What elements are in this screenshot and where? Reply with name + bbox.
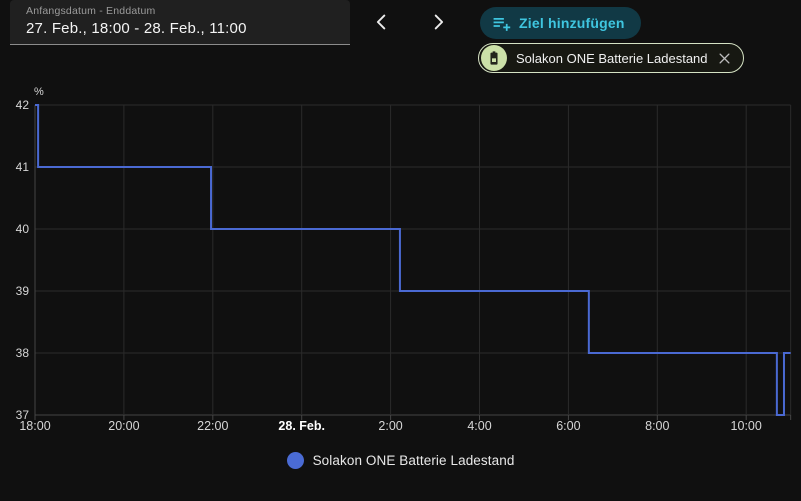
y-tick-label: 42	[16, 98, 30, 112]
legend-dot	[286, 451, 304, 469]
date-range-label: Anfangsdatum - Enddatum	[26, 5, 156, 17]
history-chart[interactable]: 42 41 40 39 38 37% 18:00 20:00 22:00 28. Feb. 2:00…	[0, 84, 801, 444]
entity-chip[interactable]: Solakon ONE Batterie Ladestand	[478, 43, 744, 73]
y-tick-label: 38	[16, 346, 30, 360]
x-tick-label: 6:00	[556, 419, 580, 433]
x-tick-label: 2:00	[378, 419, 402, 433]
chevron-left-icon	[371, 11, 393, 36]
chip-close-button[interactable]	[716, 49, 734, 67]
x-tick-label: 28. Feb.	[278, 419, 325, 433]
y-tick-label: 37	[16, 408, 30, 422]
y-axis-unit-label: %	[34, 86, 44, 98]
x-tick-label: 4:00	[467, 419, 491, 433]
date-range-value: 27. Feb., 18:00 - 28. Feb., 11:00	[26, 20, 247, 37]
x-tick-label: 18:00	[19, 419, 50, 433]
close-icon	[717, 51, 732, 66]
battery-icon	[481, 45, 507, 71]
previous-period-button[interactable]	[369, 10, 395, 36]
add-goal-label: Ziel hinzufügen	[519, 15, 625, 31]
next-period-button[interactable]	[425, 10, 451, 36]
x-tick-label: 22:00	[197, 419, 228, 433]
x-tick-label: 8:00	[645, 419, 669, 433]
chart-legend: Solakon ONE Batterie Ladestand	[0, 449, 801, 471]
playlist-plus-icon	[492, 14, 511, 33]
series-line[interactable]	[35, 104, 791, 416]
chevron-right-icon	[427, 11, 449, 36]
y-tick-label: 40	[16, 222, 30, 236]
legend-label[interactable]: Solakon ONE Batterie Ladestand	[312, 452, 515, 468]
entity-chip-label: Solakon ONE Batterie Ladestand	[516, 50, 708, 66]
x-tick-label: 10:00	[731, 419, 762, 433]
date-range-field[interactable]: Anfangsdatum - Enddatum 27. Feb., 18:00 …	[10, 0, 350, 45]
y-tick-label: 39	[16, 284, 30, 298]
x-tick-label: 20:00	[108, 419, 139, 433]
add-goal-button[interactable]: Ziel hinzufügen	[480, 7, 641, 39]
chart-canvas[interactable]: 42 41 40 39 38 37% 18:00 20:00 22:00 28. Feb. 2:00…	[0, 84, 801, 444]
y-tick-label: 41	[16, 160, 30, 174]
